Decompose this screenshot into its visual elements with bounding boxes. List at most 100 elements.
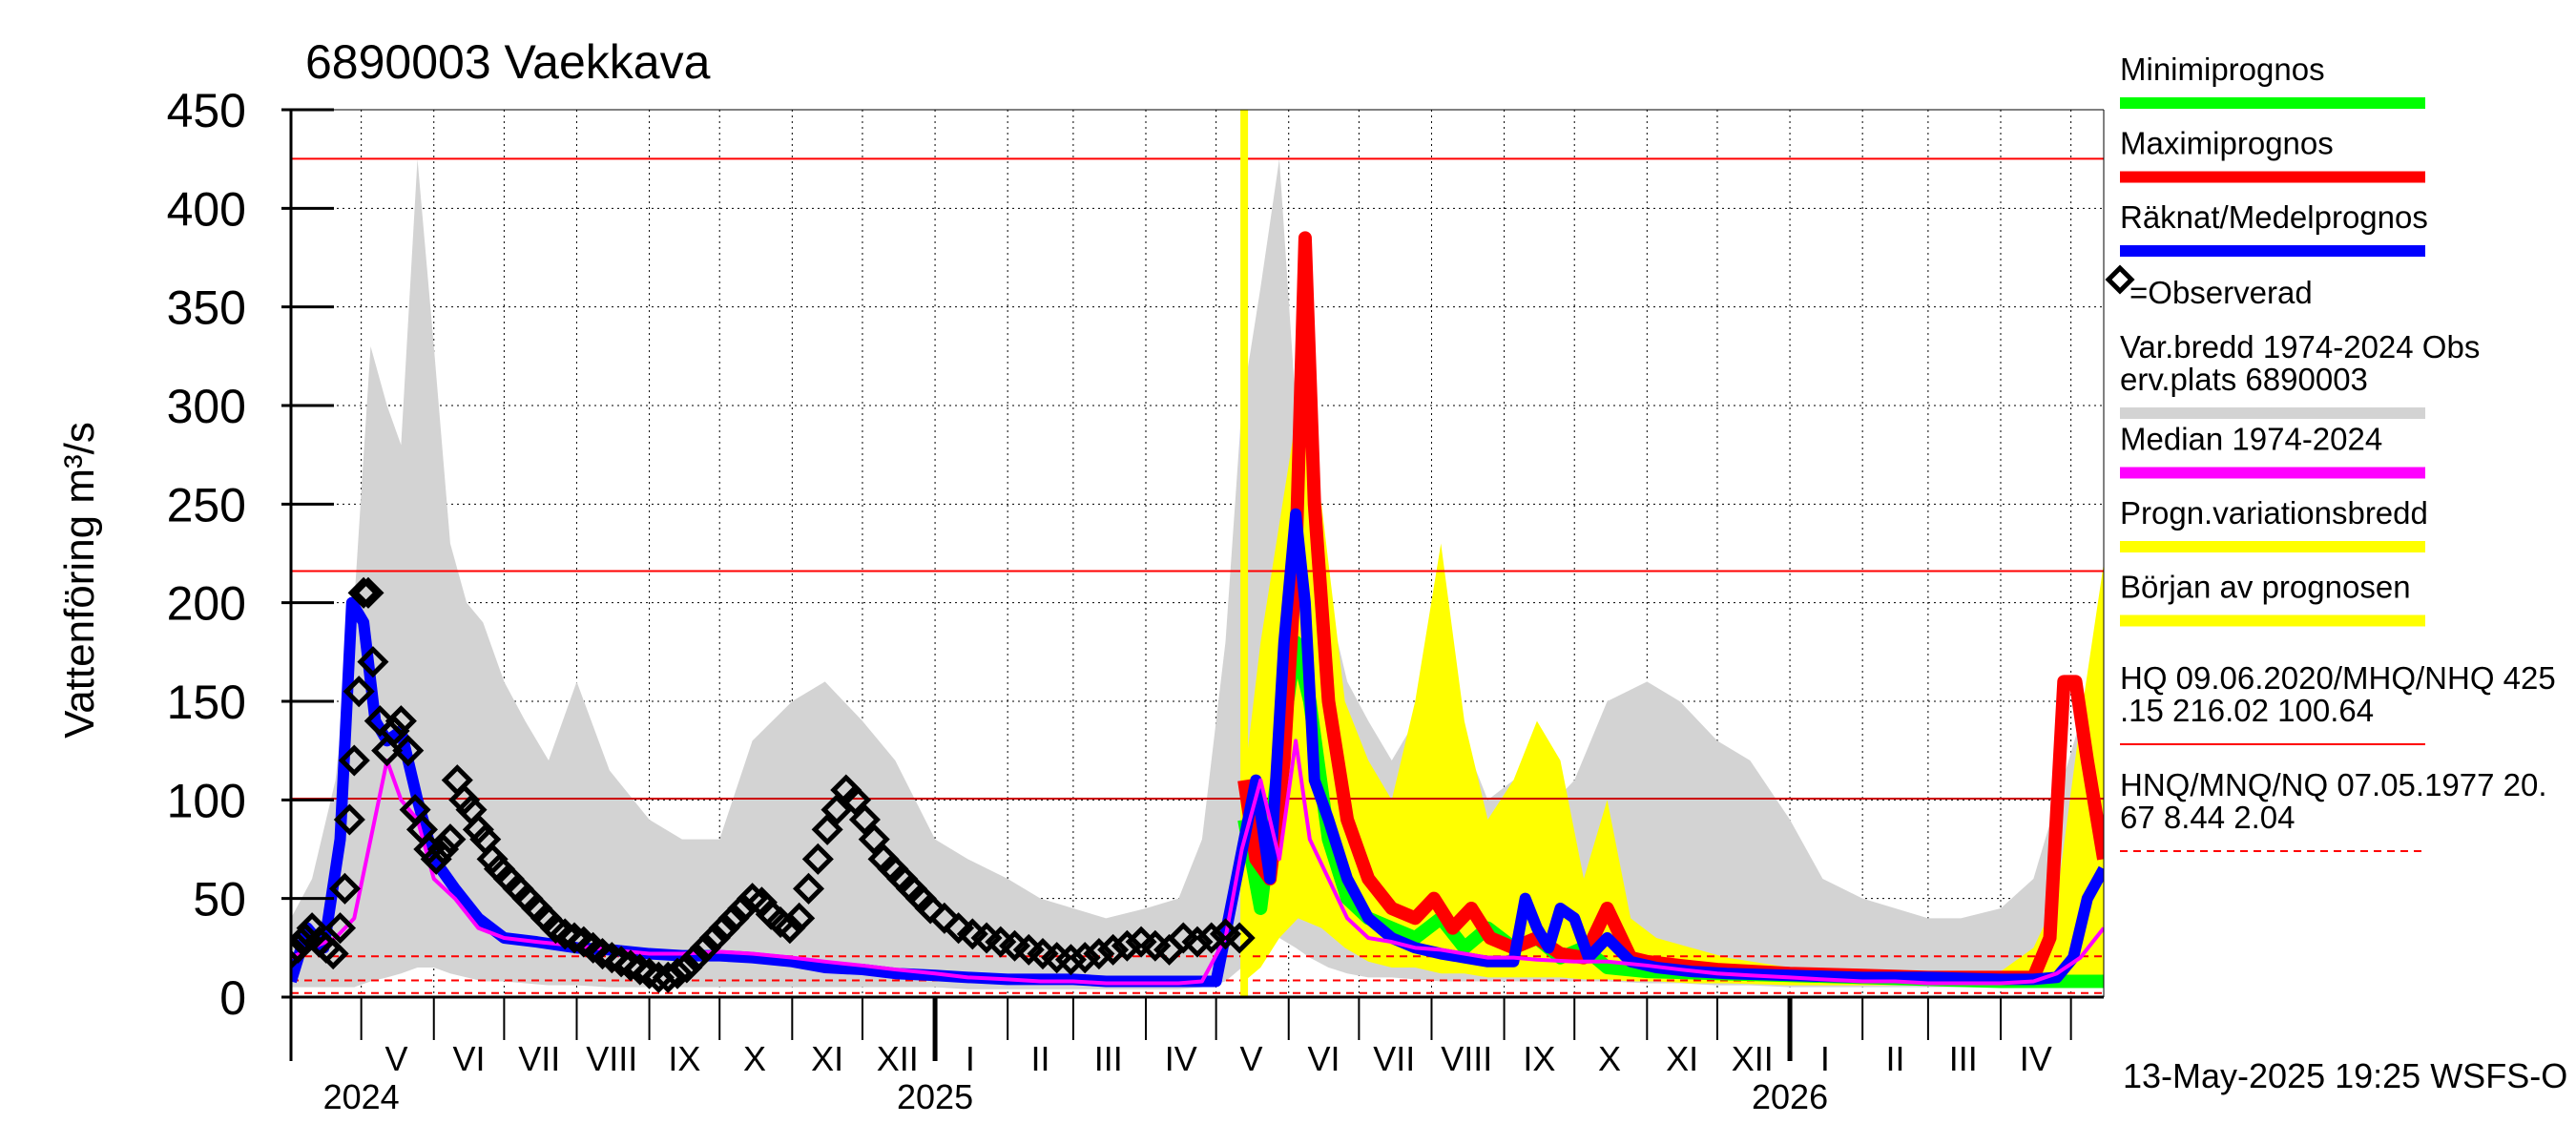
y-tick-label: 300 [167, 380, 246, 433]
y-tick-label: 250 [167, 478, 246, 531]
y-tick-label: 350 [167, 281, 246, 335]
legend-item-maximiprognos: Maximiprognos [2120, 126, 2425, 183]
legend-label-line2: 67 8.44 2.04 [2120, 800, 2296, 835]
y-tick-label: 150 [167, 676, 246, 729]
x-tick-label-month: III [1094, 1039, 1123, 1078]
x-tick-label-month: III [1949, 1039, 1978, 1078]
x-tick-label-year: 2026 [1752, 1077, 1828, 1116]
footer-timestamp: 13-May-2025 19:25 WSFS-O [2123, 1056, 2567, 1095]
legend-swatch-observed [2105, 264, 2135, 295]
observed-point [317, 937, 349, 970]
legend-label: Progn.variationsbredd [2120, 495, 2428, 531]
legend-item-minimiprognos: Minimiprognos [2120, 52, 2425, 109]
legend-label: Var.bredd 1974-2024 Obs [2120, 329, 2480, 364]
observed-point [698, 922, 731, 954]
observed-point [347, 576, 380, 609]
x-tick-label-month: IV [2020, 1039, 2052, 1078]
observed-point [1181, 926, 1214, 958]
observed-point [680, 942, 713, 974]
observed-point [427, 833, 460, 865]
x-tick-label-month: X [743, 1039, 766, 1078]
x-tick-label-year: 2025 [897, 1077, 973, 1116]
observed-point [821, 794, 853, 826]
y-tick-label: 400 [167, 182, 246, 236]
series-group [291, 110, 2104, 997]
x-tick-label-month: VII [1373, 1039, 1415, 1078]
x-tick-label-month: XI [1666, 1039, 1698, 1078]
x-tick-label-month: VII [518, 1039, 560, 1078]
x-tick-label-month: IV [1165, 1039, 1197, 1078]
observed-point [774, 912, 806, 945]
legend-label-line2: .15 216.02 100.64 [2120, 693, 2374, 728]
observed-point [392, 735, 425, 767]
observed-point [783, 902, 816, 934]
observed-point [1097, 933, 1130, 966]
x-tick-label-month: II [1886, 1039, 1905, 1078]
x-tick-label-month: I [1820, 1039, 1830, 1078]
y-tick-label: 100 [167, 774, 246, 827]
y-tick-label: 50 [193, 873, 246, 926]
legend-label-line2: erv.plats 6890003 [2120, 362, 2368, 397]
observed-point [801, 843, 834, 875]
observed-point [811, 813, 843, 845]
x-tick-label-month: V [384, 1039, 407, 1078]
observed-point [434, 823, 467, 856]
observed-point [689, 931, 722, 964]
observed-point [328, 872, 361, 905]
observed-point [357, 646, 389, 678]
observed-point [858, 823, 890, 856]
x-tick-label-month: XI [811, 1039, 843, 1078]
legend-item-var-bredd-1974-2024-obs: Var.bredd 1974-2024 Observ.plats 6890003 [2120, 329, 2480, 419]
observed-point [928, 902, 961, 934]
legend-label: Maximiprognos [2120, 126, 2334, 161]
x-tick-label-year: 2024 [323, 1077, 400, 1116]
y-tick-label: 200 [167, 577, 246, 631]
band-progn-variationsbredd [1244, 406, 2104, 986]
observed-point [343, 676, 375, 708]
x-tick-label-month: XII [877, 1039, 919, 1078]
observed-point [378, 715, 410, 747]
x-tick-label-month: V [1239, 1039, 1262, 1078]
observed-point [1054, 944, 1087, 976]
observed-point [914, 892, 946, 925]
observed-point [1195, 922, 1228, 954]
x-tick-label-month: IX [1523, 1039, 1555, 1078]
y-tick-label: 450 [167, 84, 246, 137]
observed-point [708, 912, 740, 945]
observed-point [792, 872, 825, 905]
x-tick-label-month: XII [1732, 1039, 1774, 1078]
observed-point [291, 937, 307, 970]
x-tick-label-month: IX [668, 1039, 700, 1078]
observed-point [1083, 937, 1115, 970]
legend-item-hnq-mnq-nq-07-05-1977-20: HNQ/MNQ/NQ 07.05.1977 20.67 8.44 2.04 [2120, 767, 2547, 852]
observed-point [371, 735, 404, 767]
observed-point [1069, 942, 1101, 974]
x-tick-label-month: I [966, 1039, 975, 1078]
observed-point [943, 912, 975, 945]
legend-label: Minimiprognos [2120, 52, 2325, 87]
x-tick-label-month: II [1031, 1039, 1050, 1078]
x-tick-label-month: VI [1308, 1039, 1340, 1078]
legend-label: Början av prognosen [2120, 570, 2411, 605]
x-tick-label-month: VIII [1441, 1039, 1492, 1078]
legend-label: Median 1974-2024 [2120, 422, 2382, 457]
observed-point [324, 912, 357, 945]
x-tick-label-month: VIII [586, 1039, 637, 1078]
observed-point [364, 705, 396, 738]
observed-point [296, 912, 328, 945]
observed-point [1223, 922, 1256, 954]
observed-point [652, 961, 684, 993]
observed-point [384, 705, 417, 738]
legend: Minimiprognos Maximiprognos Räknat/Medelpr… [2105, 52, 2556, 852]
legend-item-median-1974-2024: Median 1974-2024 [2120, 422, 2425, 479]
observed-point [333, 803, 365, 836]
legend-item-b-rjan-av-prognosen: Början av prognosen [2120, 570, 2425, 627]
legend-item-hq-09-06-2020-mhq-nhq-425: HQ 09.06.2020/MHQ/NHQ 425.15 216.02 100.… [2120, 660, 2556, 745]
observed-point [1111, 929, 1143, 962]
legend-label: HNQ/MNQ/NQ 07.05.1977 20. [2120, 767, 2547, 802]
y-axis-label: Vattenföring m³/s [56, 422, 103, 739]
observed-point [338, 744, 370, 777]
legend-label: =Observerad [2129, 275, 2313, 310]
